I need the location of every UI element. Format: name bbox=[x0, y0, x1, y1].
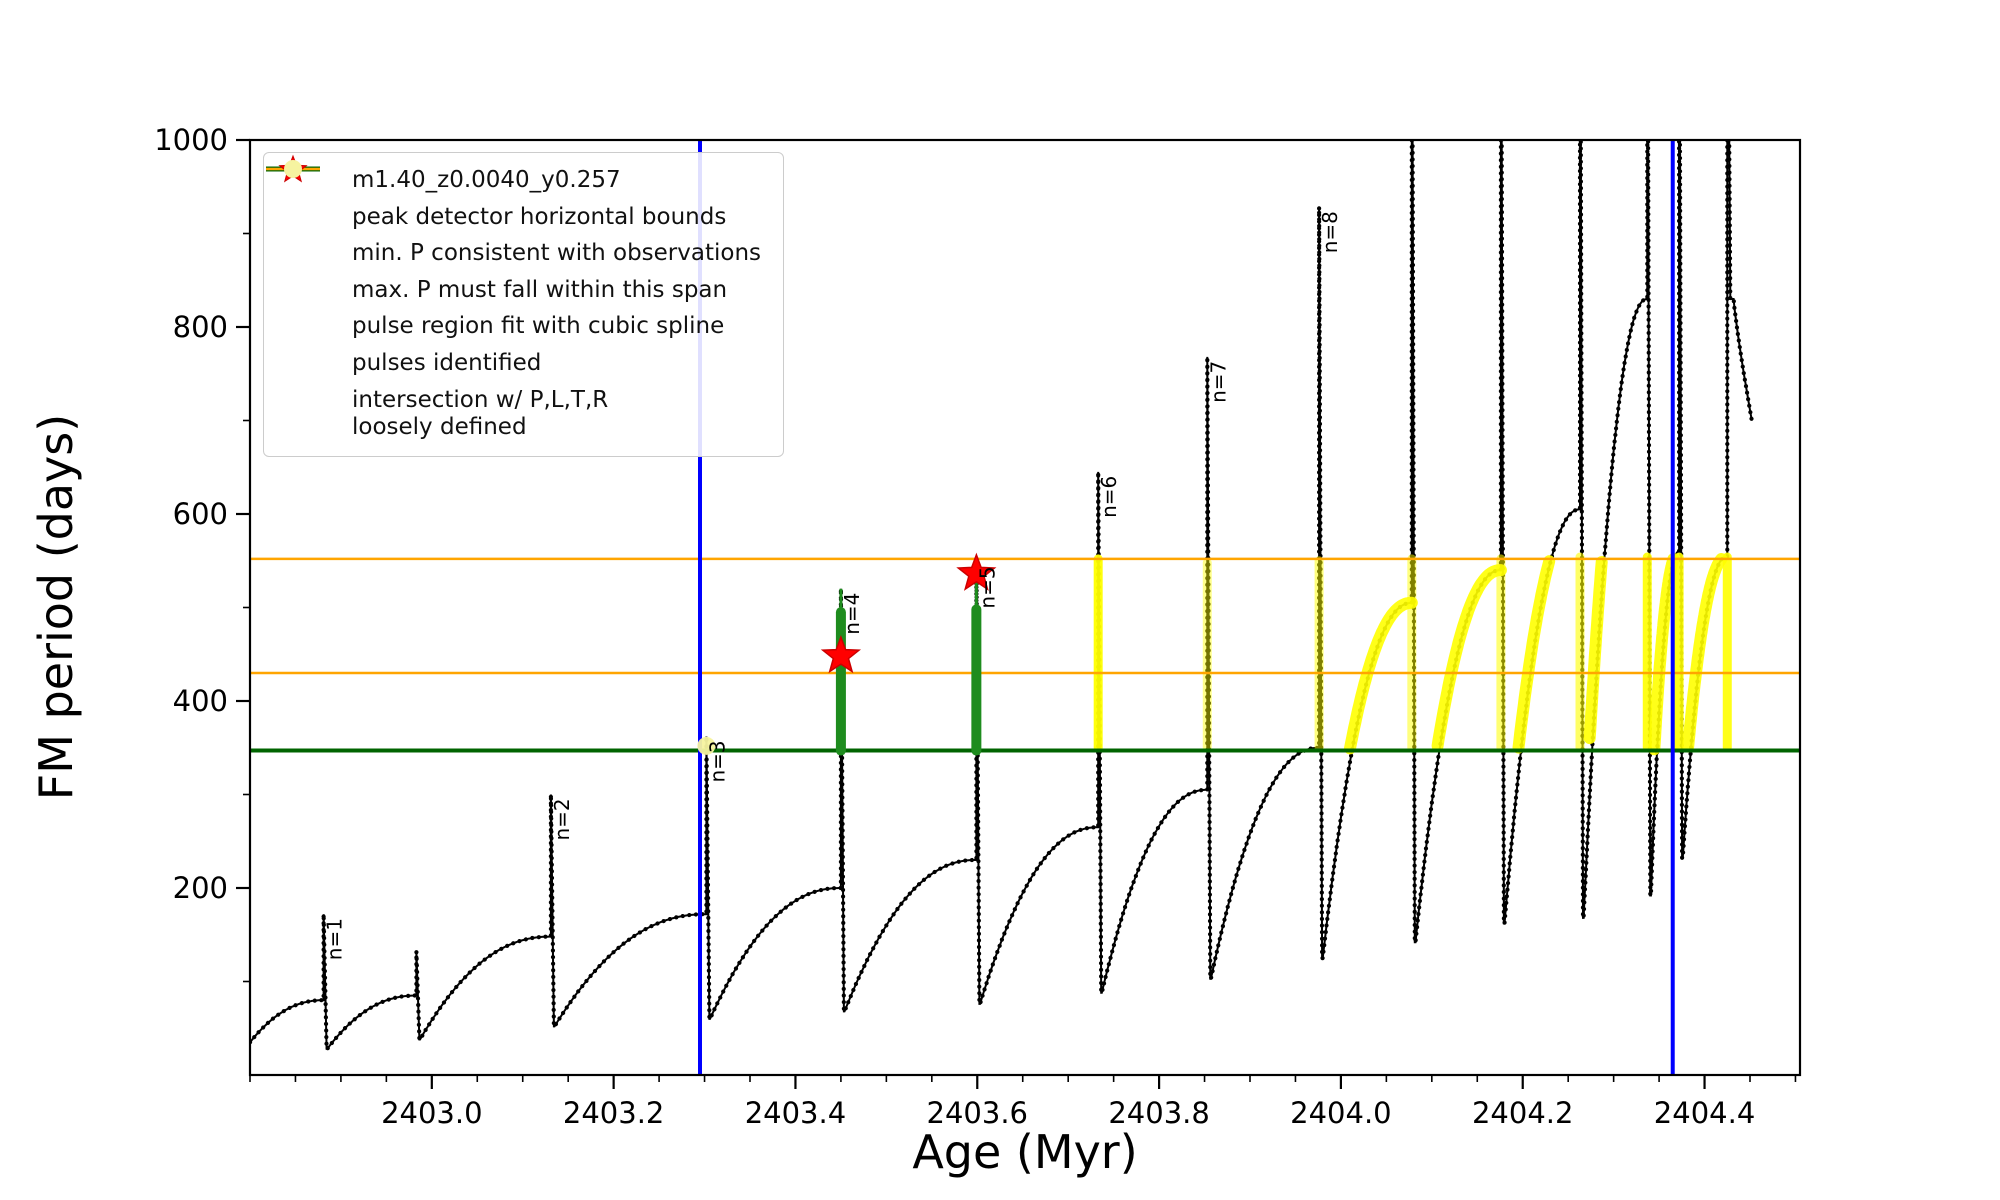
pulse-star-icon bbox=[820, 634, 862, 674]
legend-item-label: max. P must fall within this span bbox=[352, 276, 728, 303]
legend-marker-canvas bbox=[284, 160, 302, 178]
pulse-number-label: n=8 bbox=[1318, 211, 1342, 253]
legend-item: intersection w/ P,L,T,R loosely defined bbox=[280, 160, 761, 442]
legend-item-label: min. P consistent with observations bbox=[352, 240, 762, 267]
intersection-arc-highlight bbox=[1583, 556, 1608, 745]
legend-item: peak detector horizontal bounds bbox=[266, 166, 761, 232]
x-tick-label: 2403.2 bbox=[563, 1096, 664, 1130]
intersection-arc-highlight bbox=[1648, 553, 1680, 756]
series-curve-markers bbox=[250, 140, 1754, 1051]
x-tick-label: 2403.4 bbox=[745, 1096, 846, 1130]
axes-spines bbox=[248, 138, 1802, 1077]
intersection-arc-highlight bbox=[1344, 596, 1418, 755]
legend-dot bbox=[284, 160, 302, 178]
pulse-number-label: n=7 bbox=[1206, 361, 1230, 403]
pulse-number-label: n=4 bbox=[840, 593, 864, 635]
y-tick-label: 600 bbox=[173, 497, 228, 531]
pulse-star-icon bbox=[956, 552, 997, 591]
legend-item-label: m1.40_z0.0040_y0.257 bbox=[352, 167, 621, 193]
pulse-number-label: n=3 bbox=[705, 740, 729, 782]
x-tick-label: 2404.2 bbox=[1472, 1096, 1573, 1130]
legend-item: max. P must fall within this span bbox=[266, 167, 761, 305]
intersection-arc-highlight bbox=[1431, 564, 1507, 752]
y-tick-label: 400 bbox=[173, 684, 228, 718]
x-tick-label: 2403.6 bbox=[927, 1096, 1028, 1130]
x-tick-label: 2404.0 bbox=[1290, 1096, 1391, 1130]
legend-item: pulse region fit with cubic spline bbox=[280, 163, 761, 341]
intersection-arc-highlight bbox=[1682, 553, 1728, 753]
legend-item-label: pulses identified bbox=[352, 349, 542, 376]
plot-area: 2403.0 2403.2 2403.4 2403.6 2403.8 2404.0 2404… bbox=[154, 123, 1802, 1130]
pulse-number-label: n=6 bbox=[1097, 476, 1121, 518]
legend-item: min. P consistent with observations bbox=[266, 166, 762, 268]
y-axis-title: FM period (days) bbox=[29, 414, 83, 800]
clipped-plot-content bbox=[250, 140, 1800, 1075]
legend-item-label: intersection w/ P,L,T,R loosely defined bbox=[352, 386, 609, 441]
intersection-arc-highlight bbox=[1512, 555, 1556, 754]
x-tick-label: 2403.8 bbox=[1108, 1096, 1209, 1130]
y-tick-label: 800 bbox=[173, 310, 228, 344]
intersection-dot bbox=[697, 736, 716, 755]
pulse-number-label: n=2 bbox=[550, 798, 574, 840]
legend-item: pulses identified bbox=[278, 154, 761, 378]
x-tick-label: 2404.4 bbox=[1654, 1096, 1755, 1130]
legend-item-label: peak detector horizontal bounds bbox=[352, 203, 727, 230]
legend-item: m1.40_z0.0040_y0.257 bbox=[266, 165, 761, 195]
x-axis-title: Age (Myr) bbox=[912, 1125, 1137, 1179]
legend-item-label: pulse region fit with cubic spline bbox=[352, 313, 725, 340]
y-tick-label: 1000 bbox=[154, 123, 228, 157]
x-tick-label: 2403.0 bbox=[381, 1096, 482, 1130]
y-tick-label: 200 bbox=[173, 871, 228, 905]
pulse-number-label: n=5 bbox=[975, 566, 999, 608]
pulse-number-label: n=1 bbox=[323, 918, 347, 960]
